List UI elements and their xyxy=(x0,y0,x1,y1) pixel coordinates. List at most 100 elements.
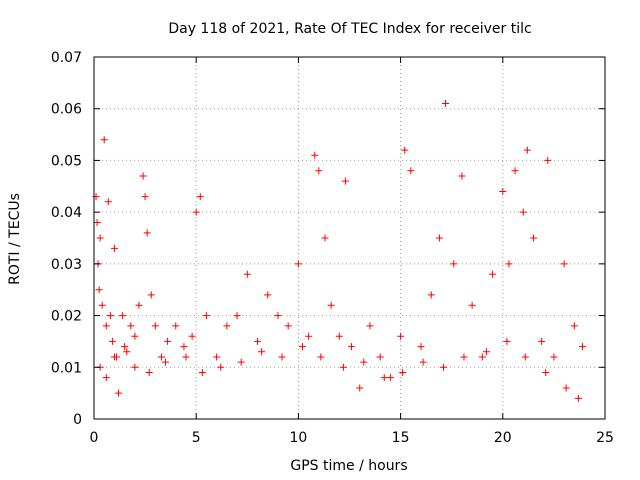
data-point xyxy=(335,332,343,340)
data-point xyxy=(321,234,329,242)
data-point xyxy=(143,229,151,237)
data-point xyxy=(560,260,568,268)
data-point xyxy=(468,301,476,309)
data-point xyxy=(284,322,292,330)
data-point xyxy=(341,177,349,185)
data-point xyxy=(157,353,165,361)
data-point xyxy=(523,146,531,154)
data-point xyxy=(198,368,206,376)
data-point xyxy=(511,167,519,175)
data-point xyxy=(417,343,425,351)
plot-area-border xyxy=(93,56,606,420)
data-point xyxy=(380,374,388,382)
data-point xyxy=(550,353,558,361)
x-axis-label: GPS time / hours xyxy=(290,458,407,474)
data-point xyxy=(141,193,149,201)
data-point xyxy=(505,260,513,268)
data-point xyxy=(182,353,190,361)
data-point xyxy=(356,384,364,392)
data-point xyxy=(521,353,529,361)
data-point xyxy=(397,332,405,340)
data-point xyxy=(123,348,131,356)
data-point xyxy=(542,368,550,376)
data-point xyxy=(104,198,112,206)
data-point xyxy=(440,363,448,371)
data-point xyxy=(243,270,251,278)
x-tick-label: 25 xyxy=(596,430,614,446)
data-point xyxy=(450,260,458,268)
data-point xyxy=(223,322,231,330)
y-tick-label: 0.03 xyxy=(51,257,82,273)
data-point xyxy=(95,286,103,294)
data-point xyxy=(458,172,466,180)
data-point xyxy=(180,343,188,351)
data-point xyxy=(317,353,325,361)
data-point xyxy=(298,343,306,351)
data-point xyxy=(489,270,497,278)
y-tick-label: 0.06 xyxy=(51,102,82,118)
data-point xyxy=(538,337,546,345)
data-point xyxy=(315,167,323,175)
data-point xyxy=(407,167,415,175)
data-point xyxy=(419,358,427,366)
data-point xyxy=(102,374,110,382)
data-point xyxy=(386,374,394,382)
data-point xyxy=(579,343,587,351)
y-tick-label: 0.02 xyxy=(51,309,82,325)
data-point xyxy=(93,218,101,226)
data-point xyxy=(98,301,106,309)
data-point xyxy=(202,312,210,320)
data-point xyxy=(135,301,143,309)
data-point xyxy=(294,260,302,268)
x-tick-label: 15 xyxy=(392,430,410,446)
data-point xyxy=(131,363,139,371)
chart-title: Day 118 of 2021, Rate Of TEC Index for r… xyxy=(168,21,531,37)
data-point xyxy=(100,136,108,144)
data-point xyxy=(264,291,272,299)
data-point xyxy=(164,337,172,345)
data-point xyxy=(399,368,407,376)
data-point xyxy=(192,208,200,216)
grid-lines xyxy=(94,57,605,419)
data-point xyxy=(427,291,435,299)
data-point xyxy=(327,301,335,309)
data-point xyxy=(254,337,262,345)
y-axis-label: ROTI / TECUs xyxy=(7,193,23,285)
data-point xyxy=(348,343,356,351)
data-point xyxy=(106,312,114,320)
data-point xyxy=(478,353,486,361)
data-point xyxy=(529,234,537,242)
data-point xyxy=(482,348,490,356)
data-point xyxy=(127,322,135,330)
data-point xyxy=(499,187,507,195)
data-point xyxy=(258,348,266,356)
x-tick-label: 0 xyxy=(90,430,99,446)
data-point xyxy=(110,244,118,252)
data-point xyxy=(570,322,578,330)
y-tick-label: 0.07 xyxy=(51,50,82,66)
x-tick-label: 5 xyxy=(192,430,201,446)
data-point xyxy=(119,312,127,320)
data-point xyxy=(147,291,155,299)
data-point xyxy=(305,332,313,340)
data-point xyxy=(131,332,139,340)
data-point xyxy=(213,353,221,361)
data-point xyxy=(139,172,147,180)
x-tick-label: 20 xyxy=(494,430,512,446)
data-points xyxy=(92,100,587,402)
data-point xyxy=(366,322,374,330)
data-point xyxy=(233,312,241,320)
data-point xyxy=(145,368,153,376)
data-point xyxy=(172,322,180,330)
data-point xyxy=(96,234,104,242)
data-point xyxy=(196,193,204,201)
data-point xyxy=(311,151,319,159)
y-tick-label: 0.01 xyxy=(51,360,82,376)
data-point xyxy=(376,353,384,361)
data-point xyxy=(121,343,129,351)
data-point xyxy=(544,156,552,164)
axis-ticks: 0 5 10 15 20 25 0 0.01 0.02 0.03 0.04 0.05 0.06 0.07 xyxy=(51,50,614,446)
data-point xyxy=(442,100,450,108)
data-point xyxy=(435,234,443,242)
y-tick-label: 0.05 xyxy=(51,153,82,169)
